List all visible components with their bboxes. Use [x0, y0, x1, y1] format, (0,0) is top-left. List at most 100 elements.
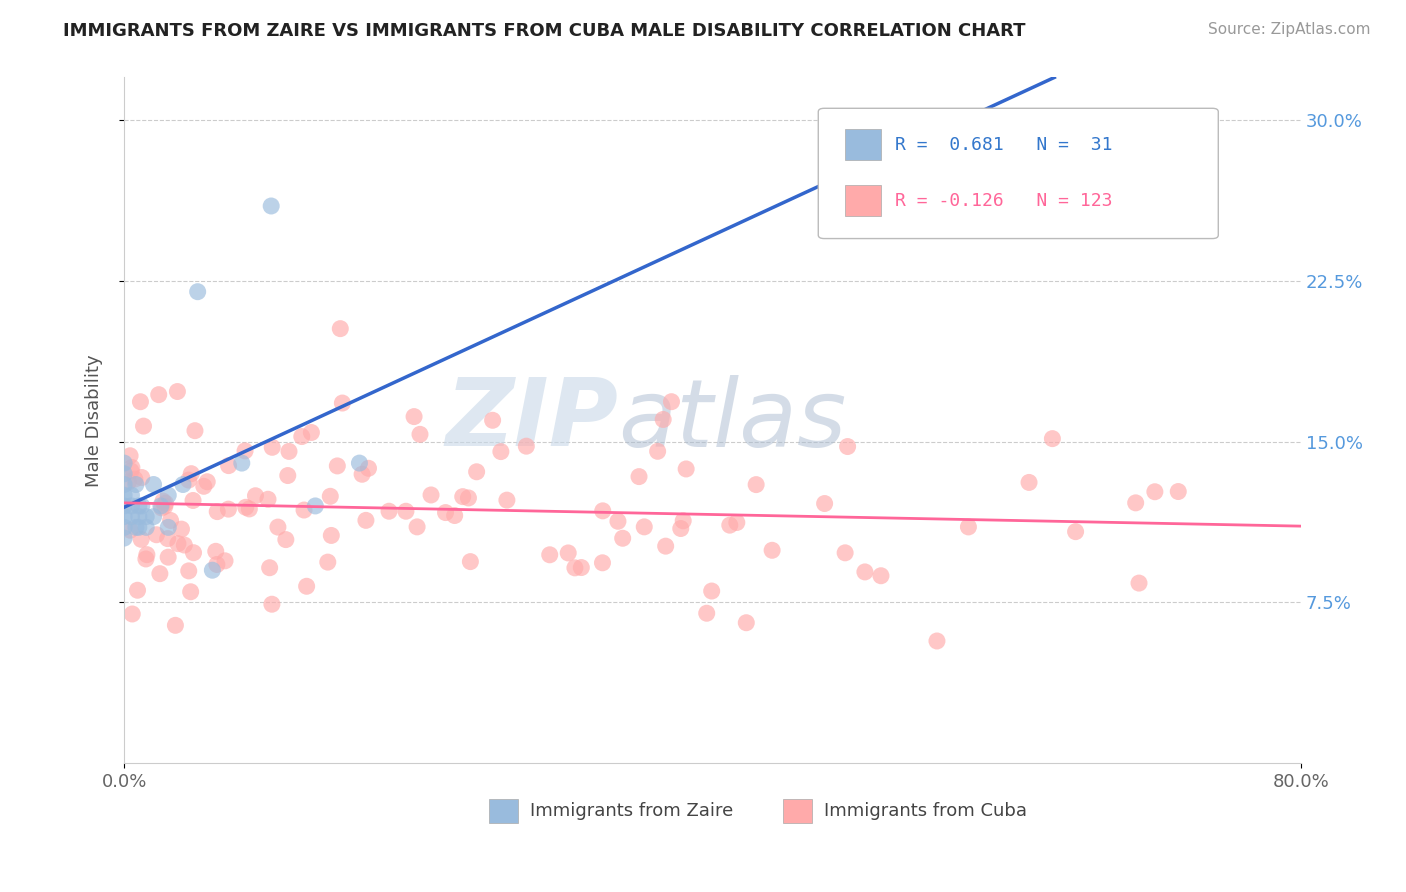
Point: [612, 531, 634, 545]
Point: [457, 491, 479, 505]
Point: [205, 558, 228, 572]
Point: [321, 528, 343, 542]
Point: [1042, 432, 1064, 446]
Point: [112, 531, 135, 545]
Point: [148, 387, 170, 401]
Point: [112, 467, 135, 481]
Point: [259, 560, 281, 574]
Point: [205, 505, 228, 519]
Point: [121, 460, 143, 475]
Point: [117, 475, 139, 489]
Point: [157, 520, 180, 534]
Point: [187, 285, 209, 299]
Point: [925, 634, 948, 648]
Point: [218, 458, 240, 473]
Point: [870, 568, 893, 582]
Point: [1167, 484, 1189, 499]
Point: [647, 444, 669, 458]
Point: [834, 546, 856, 560]
Point: [157, 550, 180, 565]
Point: [132, 419, 155, 434]
Point: [262, 440, 284, 454]
Point: [357, 461, 380, 475]
Point: [538, 548, 561, 562]
Point: [177, 473, 200, 487]
Point: [120, 464, 142, 478]
Point: [395, 504, 418, 518]
Point: [451, 490, 474, 504]
Point: [128, 509, 150, 524]
Point: [592, 556, 614, 570]
Point: [120, 449, 142, 463]
Point: [112, 488, 135, 502]
Point: [112, 499, 135, 513]
Point: [142, 509, 165, 524]
Point: [127, 583, 149, 598]
Point: [292, 503, 315, 517]
Point: [131, 499, 153, 513]
Point: [135, 520, 157, 534]
Point: [135, 552, 157, 566]
Point: [177, 564, 200, 578]
Point: [260, 199, 283, 213]
Text: R =  0.681   N =  31: R = 0.681 N = 31: [894, 136, 1112, 153]
Point: [233, 443, 256, 458]
Point: [295, 579, 318, 593]
FancyBboxPatch shape: [489, 799, 519, 823]
Point: [957, 520, 980, 534]
Point: [669, 522, 692, 536]
Point: [204, 544, 226, 558]
Point: [112, 509, 135, 524]
Point: [166, 384, 188, 399]
Point: [557, 546, 579, 560]
Point: [564, 561, 586, 575]
Point: [332, 396, 354, 410]
Point: [112, 456, 135, 470]
Point: [173, 538, 195, 552]
Point: [128, 520, 150, 534]
Point: [420, 488, 443, 502]
Point: [406, 520, 429, 534]
Point: [129, 533, 152, 547]
Point: [696, 606, 718, 620]
Point: [159, 513, 181, 527]
Point: [257, 492, 280, 507]
Point: [352, 467, 374, 482]
Point: [128, 499, 150, 513]
Point: [183, 546, 205, 560]
Point: [201, 563, 224, 577]
Point: [238, 502, 260, 516]
Point: [654, 539, 676, 553]
Point: [135, 509, 157, 524]
Point: [319, 489, 342, 503]
Point: [291, 429, 314, 443]
Point: [409, 427, 432, 442]
Point: [326, 458, 349, 473]
Point: [700, 584, 723, 599]
Point: [112, 520, 135, 534]
FancyBboxPatch shape: [818, 108, 1218, 238]
Point: [813, 496, 835, 510]
Point: [1064, 524, 1087, 539]
Point: [489, 444, 512, 458]
Point: [277, 468, 299, 483]
Text: Immigrants from Zaire: Immigrants from Zaire: [530, 802, 734, 820]
Point: [131, 470, 153, 484]
Point: [460, 555, 482, 569]
Point: [378, 504, 401, 518]
Point: [155, 496, 177, 510]
Point: [152, 494, 174, 508]
Point: [149, 566, 172, 581]
Point: [156, 532, 179, 546]
Point: [633, 520, 655, 534]
Point: [184, 424, 207, 438]
Point: [1018, 475, 1040, 490]
Point: [260, 597, 283, 611]
FancyBboxPatch shape: [845, 186, 880, 216]
Point: [125, 477, 148, 491]
Point: [120, 523, 142, 537]
Point: [718, 518, 741, 533]
Text: IMMIGRANTS FROM ZAIRE VS IMMIGRANTS FROM CUBA MALE DISABILITY CORRELATION CHART: IMMIGRANTS FROM ZAIRE VS IMMIGRANTS FROM…: [63, 22, 1026, 40]
Point: [145, 527, 167, 541]
Point: [661, 394, 683, 409]
